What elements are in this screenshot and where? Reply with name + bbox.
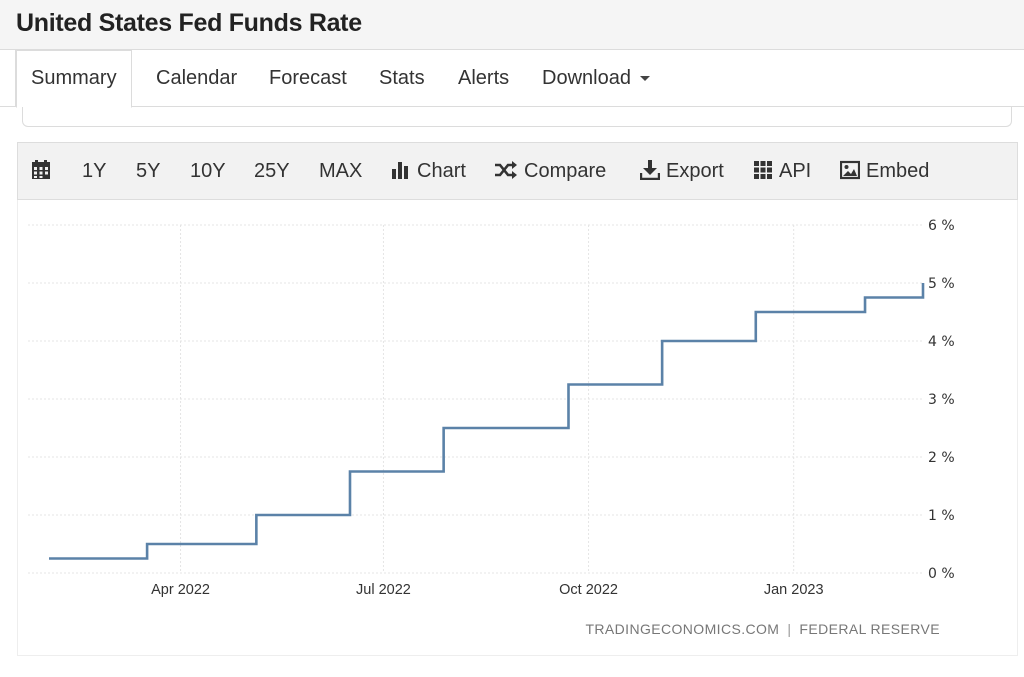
x-tick-label: Jul 2022 [356,582,411,598]
api-button[interactable]: API [753,143,811,199]
chart-toolbar: 1Y 5Y 10Y 25Y MAX Chart Compare Export A… [17,142,1018,200]
y-tick-label: 3 % [928,392,955,408]
tab-summary[interactable]: Summary [16,50,132,108]
chart-container: 0 % 1 % 2 % 3 % 4 % 5 % 6 % Apr 2022 Jul 2022 Oct… [17,200,1018,656]
range-10y-label: 10Y [190,160,226,182]
api-label: API [779,160,812,182]
range-10y-button[interactable]: 10Y [190,143,226,199]
range-5y-label: 5Y [136,160,161,182]
export-label: Export [666,160,724,182]
range-max-label: MAX [319,160,363,182]
compare-label: Compare [524,160,607,182]
series-line [49,283,925,560]
tab-download[interactable]: Download [542,50,650,107]
tab-stats[interactable]: Stats [379,50,425,107]
y-tick-label: 6 % [928,218,955,234]
page-header: United States Fed Funds Rate [0,0,1024,50]
download-icon [639,159,661,180]
tab-forecast[interactable]: Forecast [269,50,347,107]
range-5y-button[interactable]: 5Y [136,143,160,199]
source-publisher: FEDERAL RESERVE [799,621,940,637]
tab-forecast-label: Forecast [269,67,347,89]
tab-bar-edge [0,50,16,106]
x-tick-label: Jan 2023 [764,582,824,598]
embed-label: Embed [866,160,930,182]
calendar-icon [32,159,50,179]
tab-summary-label: Summary [31,67,117,89]
y-tick-label: 0 % [928,566,955,582]
summary-panel-edge [22,107,1012,127]
tab-bar: Summary Calendar Forecast Stats Alerts D… [0,50,1024,108]
range-25y-button[interactable]: 25Y [254,143,290,199]
embed-button[interactable]: Embed [839,143,930,199]
range-1y-label: 1Y [82,160,107,182]
fed-funds-chart: 0 % 1 % 2 % 3 % 4 % 5 % 6 % Apr 2022 Jul 2022 Oct… [28,218,955,598]
chart-type-button[interactable]: Chart [391,143,466,199]
y-tick-label: 5 % [928,276,955,292]
source-site: TRADINGECONOMICS.COM [585,621,780,637]
tab-calendar[interactable]: Calendar [156,50,237,107]
compare-button[interactable]: Compare [494,143,606,199]
grid-icon [754,160,772,179]
export-button[interactable]: Export [639,143,724,199]
tab-download-label: Download [542,67,631,89]
y-tick-label: 1 % [928,508,955,524]
tab-alerts[interactable]: Alerts [458,50,509,107]
x-tick-label: Oct 2022 [559,582,618,598]
source-credit: TRADINGECONOMICS.COM | FEDERAL RESERVE [585,621,940,637]
source-separator: | [787,621,792,637]
image-icon [839,160,861,179]
range-1y-button[interactable]: 1Y [82,143,106,199]
tab-calendar-label: Calendar [156,67,238,89]
shuffle-icon [495,160,517,179]
bar-chart-icon [392,161,408,179]
page-title: United States Fed Funds Rate [16,9,362,37]
chart-type-label: Chart [417,160,466,182]
date-picker-button[interactable] [31,143,51,199]
range-25y-label: 25Y [254,160,290,182]
y-tick-label: 2 % [928,450,955,466]
caret-down-icon [639,76,650,82]
x-tick-label: Apr 2022 [151,582,210,598]
tab-stats-label: Stats [379,67,425,89]
tab-alerts-label: Alerts [458,67,510,89]
range-max-button[interactable]: MAX [319,143,362,199]
y-tick-label: 4 % [928,334,955,350]
